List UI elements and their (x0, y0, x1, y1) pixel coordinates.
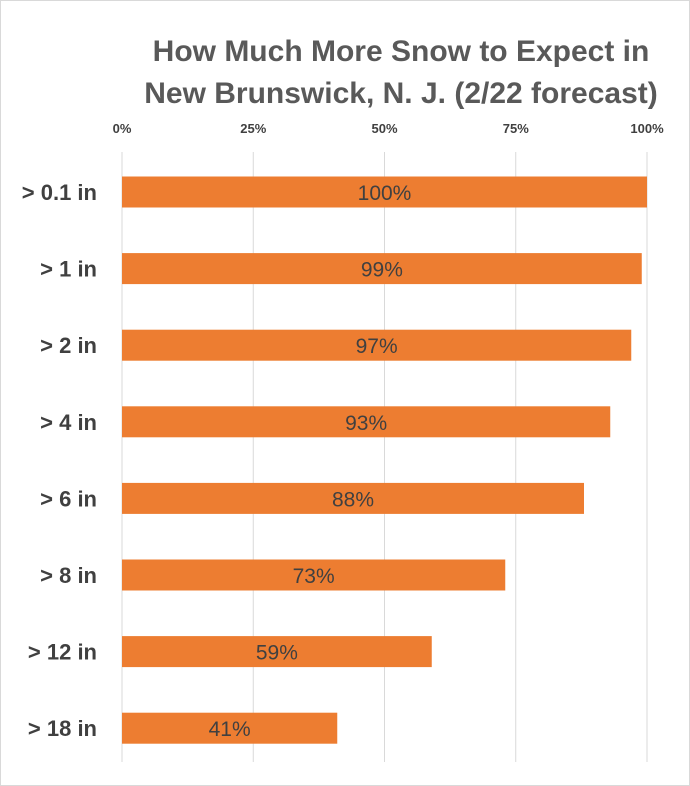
bar-1 (122, 253, 642, 285)
data-label-7: 41% (209, 718, 251, 741)
data-label-6: 59% (256, 642, 298, 665)
category-label-0: > 0.1 in (22, 180, 97, 205)
data-label-3: 93% (345, 412, 387, 435)
x-tick-label-75: 75% (503, 121, 529, 136)
chart-title: How Much More Snow to Expect in New Brun… (121, 31, 681, 115)
data-label-5: 73% (293, 565, 335, 588)
bar-5 (122, 559, 506, 591)
bar-0 (122, 176, 647, 208)
x-tick-label-50: 50% (371, 121, 397, 136)
bar-6 (122, 636, 432, 668)
x-tick-label-0: 0% (113, 121, 132, 136)
bar-2 (122, 329, 632, 361)
gridlines (121, 152, 648, 762)
category-label-7: > 18 in (28, 716, 97, 741)
category-label-3: > 4 in (40, 410, 97, 435)
category-label-5: > 8 in (40, 563, 97, 588)
category-labels: > 0.1 in > 1 in > 2 in > 4 in > 6 in > 8 in > … (22, 180, 97, 741)
data-labels: 100% 99% 97% 93% 88% 73% 59% 41% (209, 182, 412, 741)
bars (122, 176, 647, 744)
x-tick-label-25: 25% (240, 121, 266, 136)
bar-3 (122, 406, 611, 438)
data-label-2: 97% (356, 335, 398, 358)
category-label-1: > 1 in (40, 257, 97, 282)
chart-title-line-2: New Brunswick, N. J. (2/22 forecast) (144, 77, 658, 110)
data-label-0: 100% (358, 182, 412, 205)
category-label-6: > 12 in (28, 640, 97, 665)
bar-4 (122, 482, 584, 514)
data-label-4: 88% (332, 488, 374, 511)
x-tick-labels: 0% 25% 50% 75% 100% (113, 121, 664, 136)
chart-title-line-1: How Much More Snow to Expect in (152, 35, 650, 68)
data-label-1: 99% (361, 259, 403, 282)
bar-7 (122, 712, 338, 744)
category-label-2: > 2 in (40, 333, 97, 358)
x-tick-label-100: 100% (630, 121, 664, 136)
category-label-4: > 6 in (40, 486, 97, 511)
